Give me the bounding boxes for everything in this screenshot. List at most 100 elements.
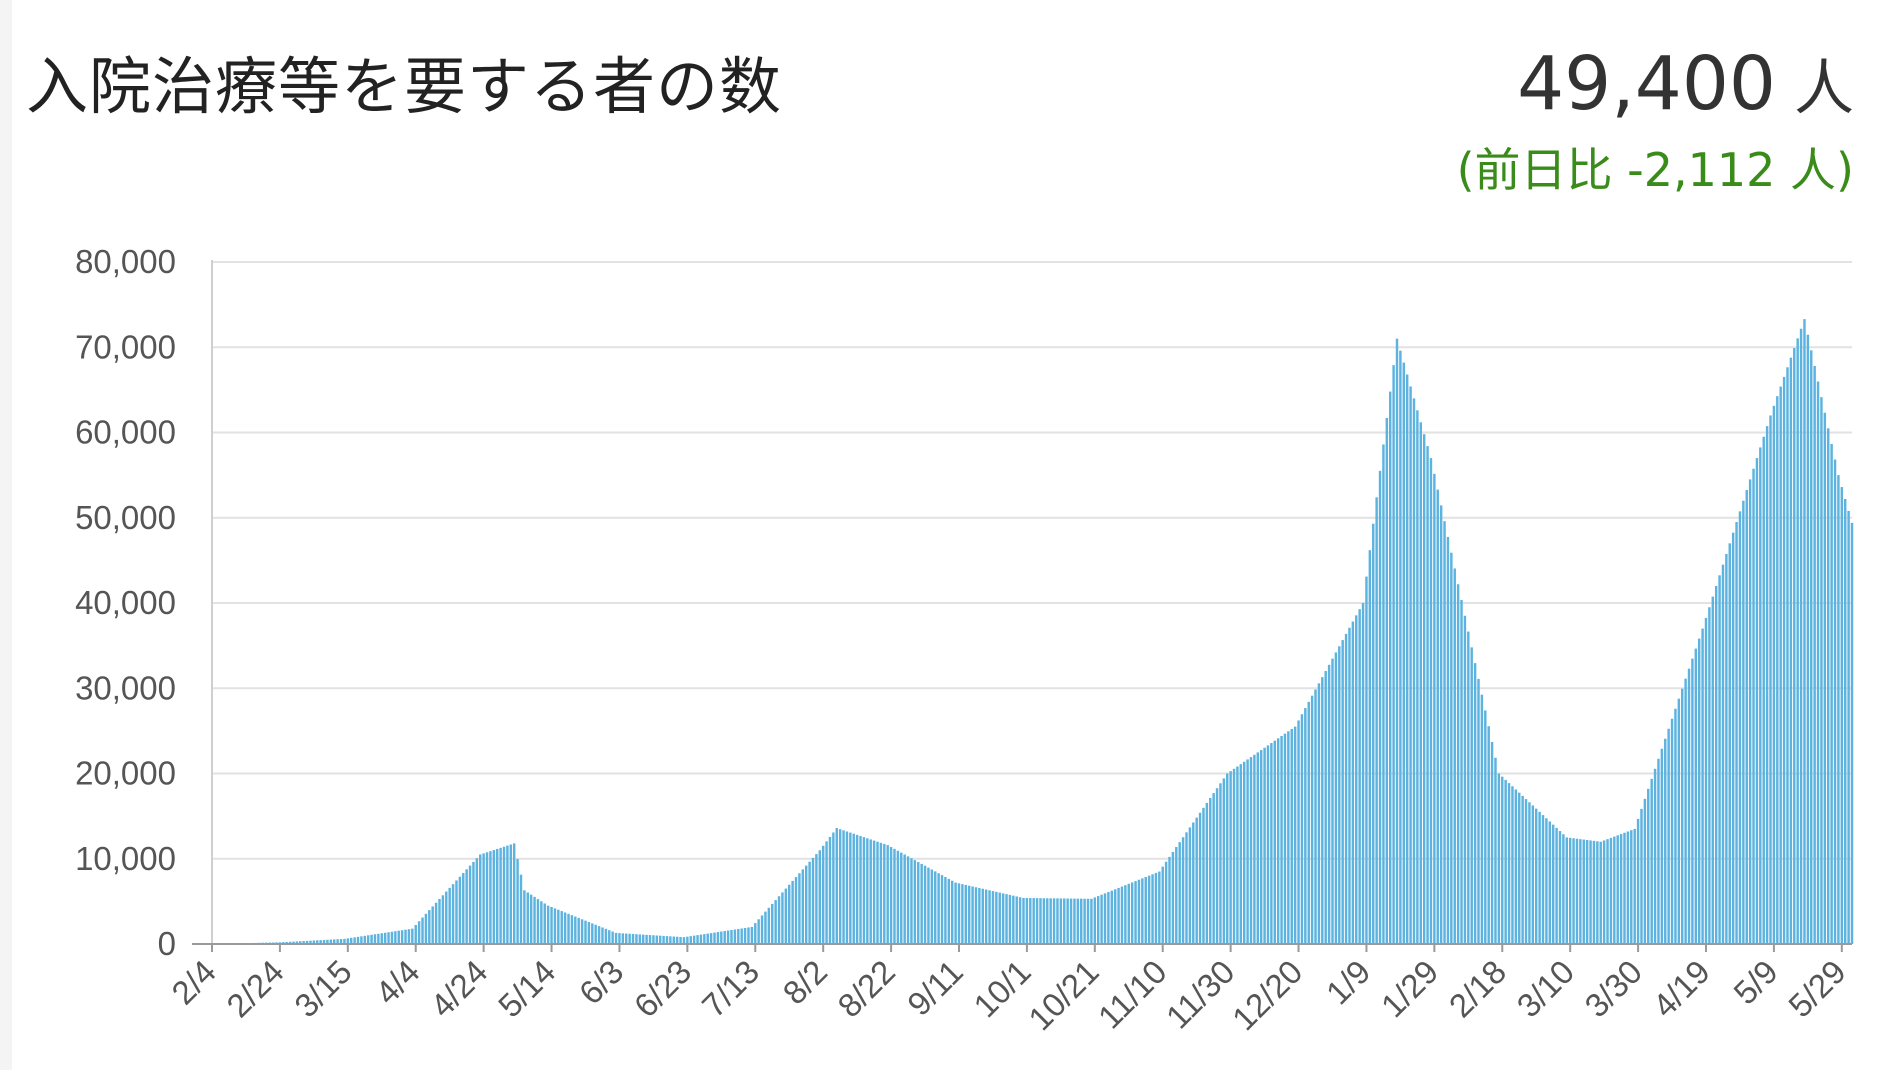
bar xyxy=(475,858,479,944)
bar xyxy=(1256,752,1260,944)
bar xyxy=(1304,708,1307,944)
bar xyxy=(1188,827,1192,944)
bar xyxy=(414,924,417,944)
bar xyxy=(594,924,597,944)
bar xyxy=(1219,783,1222,944)
bar xyxy=(706,933,709,944)
bar xyxy=(1103,893,1107,944)
bar xyxy=(445,891,448,944)
bar xyxy=(1691,658,1694,944)
bar xyxy=(472,861,475,944)
bar xyxy=(1392,365,1395,944)
bar xyxy=(1467,631,1470,944)
bar xyxy=(451,884,455,944)
bar xyxy=(720,931,723,944)
bar xyxy=(492,850,496,944)
bar xyxy=(672,936,675,944)
bar xyxy=(665,936,669,944)
bar xyxy=(1276,738,1280,944)
bar xyxy=(716,932,720,944)
bar xyxy=(1830,443,1833,944)
bar xyxy=(1209,798,1212,944)
bar xyxy=(285,941,288,944)
bar xyxy=(1385,418,1389,944)
bar xyxy=(808,861,811,944)
bar xyxy=(1368,550,1372,944)
bar xyxy=(387,932,390,944)
x-tick-label: 4/24 xyxy=(423,953,495,1025)
bar xyxy=(614,932,618,944)
bar xyxy=(757,919,760,944)
bar xyxy=(1670,718,1674,944)
bar xyxy=(1681,688,1684,944)
bar xyxy=(1096,896,1100,944)
grid-lines xyxy=(212,261,1852,945)
bar xyxy=(903,854,906,944)
bar xyxy=(1008,894,1012,944)
bar xyxy=(455,880,458,944)
bar xyxy=(1524,799,1528,944)
y-tick-label: 40,000 xyxy=(75,584,176,621)
bar xyxy=(1677,698,1681,944)
bar xyxy=(1660,748,1664,944)
bar xyxy=(1606,839,1609,944)
x-tick-label: 1/9 xyxy=(1319,953,1378,1012)
bar xyxy=(1344,633,1348,944)
bar xyxy=(723,931,726,944)
bar xyxy=(713,932,716,944)
bar xyxy=(1755,458,1759,944)
bar xyxy=(1419,422,1422,944)
bar xyxy=(512,843,516,944)
bar xyxy=(458,876,462,944)
bar xyxy=(397,930,400,944)
x-tick-label: 8/2 xyxy=(776,953,835,1012)
bar xyxy=(1283,733,1287,944)
bar xyxy=(689,936,692,944)
bar xyxy=(1684,678,1687,944)
bar xyxy=(591,923,594,944)
bar xyxy=(560,911,563,944)
bar xyxy=(1331,658,1334,944)
bar xyxy=(852,833,855,944)
bar xyxy=(417,921,421,944)
x-tick-label: 2/24 xyxy=(219,953,291,1025)
bar xyxy=(771,903,774,944)
bar xyxy=(529,894,533,944)
bar xyxy=(1405,374,1409,944)
bar xyxy=(1616,835,1619,944)
bar xyxy=(1494,757,1497,944)
bar xyxy=(821,845,825,944)
bar xyxy=(1562,834,1565,944)
bar xyxy=(896,850,900,944)
bar xyxy=(1742,500,1745,944)
bar xyxy=(804,865,808,944)
bar xyxy=(1022,897,1025,944)
bar xyxy=(750,926,754,944)
bar xyxy=(1575,838,1579,944)
bar xyxy=(1694,648,1698,944)
bar xyxy=(767,907,771,944)
bar xyxy=(791,880,794,944)
bar xyxy=(1460,600,1463,944)
bar xyxy=(563,912,567,944)
bar xyxy=(1810,350,1813,944)
bar xyxy=(1164,861,1168,944)
bar xyxy=(1151,874,1154,944)
bar xyxy=(1528,802,1531,944)
current-total: 49,400 人 xyxy=(1517,40,1854,127)
bar xyxy=(1348,627,1351,944)
bar xyxy=(496,848,499,944)
bar xyxy=(1263,747,1266,944)
bar xyxy=(1052,898,1056,944)
bar xyxy=(1765,426,1769,944)
bar xyxy=(1585,840,1589,944)
bar xyxy=(1185,832,1188,944)
bar xyxy=(1504,779,1507,944)
bar xyxy=(329,939,333,944)
bar xyxy=(1144,876,1147,944)
bar xyxy=(574,916,577,944)
bar xyxy=(1714,585,1718,944)
bar xyxy=(774,900,777,944)
bar xyxy=(1711,596,1714,944)
bar xyxy=(1181,837,1185,944)
